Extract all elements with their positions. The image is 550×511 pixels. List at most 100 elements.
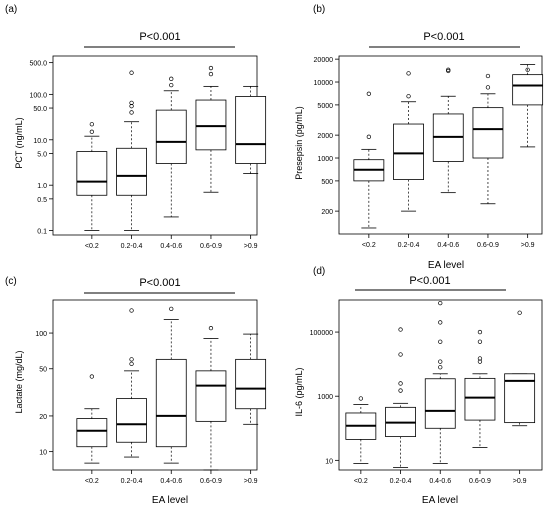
y-tick-label: 100000: [310, 330, 333, 337]
box-3: [155, 76, 187, 218]
panel-lactate: (c) P<0.001 Lactate (mg/dL) EA level 10 2…: [5, 276, 267, 506]
iqr-box: [155, 358, 187, 448]
y-tick-label: 2000: [317, 133, 333, 140]
x-axis-label: EA level: [422, 495, 458, 506]
annotation-text: P<0.001: [139, 31, 180, 43]
y-tick-label: 5.0: [37, 151, 47, 158]
y-axis-label: PCT (ng/mL): [14, 117, 24, 168]
iqr-box: [76, 418, 108, 448]
panel-presepsin: (b) P<0.001 Presepsin (pg/mL) EA level 2…: [294, 4, 544, 271]
outlier-point: [208, 65, 214, 71]
iqr-box: [512, 74, 544, 106]
y-tick-label: 100: [35, 331, 47, 338]
y-tick-label: 20000: [314, 57, 334, 64]
outlier-point: [398, 327, 403, 332]
outlier-point: [406, 71, 411, 76]
x-tick-label: 0.6-0.9: [200, 478, 222, 485]
box-1: [76, 122, 108, 231]
outlier-point: [485, 85, 491, 90]
outlier-point: [477, 356, 483, 361]
iqr-box: [235, 358, 267, 410]
panel-label: (c): [5, 276, 17, 287]
outlier-point: [438, 359, 443, 364]
x-tick-label: 0.6-0.9: [477, 242, 499, 249]
box-5: [504, 310, 536, 427]
outlier-point: [477, 339, 483, 344]
iqr-box: [504, 373, 536, 424]
annotation-text: P<0.001: [423, 31, 464, 43]
box-4: [464, 329, 496, 448]
outlier-point: [446, 67, 451, 72]
box-1: [353, 91, 385, 229]
x-tick-label: 0.4-0.6: [160, 243, 182, 250]
y-tick-label: 10000: [314, 80, 334, 87]
box-4: [472, 73, 504, 205]
panel-il6: (d) P<0.001 IL-6 (pg/mL) EA level 10 1000…: [294, 266, 543, 506]
iqr-box: [424, 378, 456, 429]
y-tick-label: 5000: [317, 103, 333, 110]
outlier-point: [129, 308, 134, 313]
outlier-point: [129, 70, 134, 75]
y-tick-label: 100.0: [29, 92, 47, 99]
x-axis-label: EA level: [152, 495, 188, 506]
y-axis-label: Presepsin (pg/mL): [294, 106, 304, 180]
box-4: [195, 65, 227, 193]
panel-label: (b): [313, 4, 325, 15]
x-tick-label: <0.2: [362, 242, 376, 249]
x-tick-label: 0.4-0.6: [429, 478, 451, 485]
outlier-point: [398, 388, 403, 393]
outlier-point: [438, 320, 443, 325]
outlier-point: [208, 71, 214, 77]
box-1: [76, 374, 108, 464]
outlier-point: [438, 300, 443, 306]
outlier-point: [169, 76, 174, 81]
box-2: [393, 71, 424, 212]
iqr-box: [116, 147, 147, 196]
y-tick-label: 0.1: [37, 229, 47, 236]
outlier-point: [406, 94, 411, 99]
y-tick-label: 50.0: [33, 106, 47, 113]
x-tick-label: >0.9: [513, 478, 527, 485]
outlier-point: [129, 357, 134, 362]
outlier-point: [169, 82, 174, 88]
box-5: [235, 333, 267, 425]
box-1: [345, 396, 377, 464]
iqr-box: [155, 109, 187, 164]
x-tick-label: 0.4-0.6: [437, 242, 459, 249]
x-tick-label: >0.9: [244, 478, 258, 485]
x-tick-label: 0.2-0.4: [121, 243, 143, 250]
outlier-point: [358, 396, 364, 401]
x-tick-label: <0.2: [85, 478, 99, 485]
iqr-box: [76, 151, 108, 196]
x-tick-label: 0.6-0.9: [469, 478, 491, 485]
outlier-point: [517, 310, 522, 315]
outlier-point: [89, 129, 94, 134]
outlier-point: [477, 329, 483, 335]
panel-pct: (a) P<0.001 PCT (ng/mL) 0.1 0.5 1.0 5.0 10.0…: [5, 4, 267, 250]
y-tick-label: 200: [321, 209, 333, 216]
x-tick-label: 0.2-0.4: [390, 478, 412, 485]
outlier-point: [89, 374, 94, 379]
iqr-box: [116, 398, 147, 443]
box-2: [385, 327, 416, 468]
outlier-point: [485, 73, 491, 79]
outlier-point: [398, 352, 403, 357]
outlier-point: [169, 306, 174, 311]
box-5: [235, 85, 267, 174]
y-tick-label: 20: [39, 414, 47, 421]
outlier-point: [438, 365, 443, 370]
box-4: [195, 325, 227, 471]
iqr-box: [472, 107, 504, 159]
box-3: [432, 67, 464, 194]
plot-frame: [338, 55, 543, 235]
y-tick-label: 500: [321, 179, 333, 186]
outlier-point: [89, 122, 94, 127]
iqr-box: [195, 99, 227, 151]
box-5: [512, 64, 544, 148]
y-tick-label: 1000: [317, 394, 333, 401]
box-3: [155, 306, 187, 464]
iqr-box: [393, 123, 424, 180]
outlier-point: [366, 91, 372, 96]
iqr-box: [235, 96, 267, 164]
outlier-point: [129, 110, 134, 115]
